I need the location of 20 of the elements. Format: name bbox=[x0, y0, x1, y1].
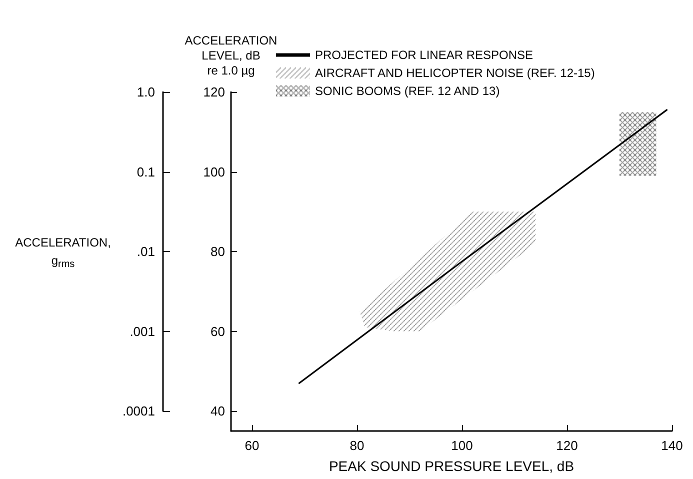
legend-label: SONIC BOOMS (REF. 12 AND 13) bbox=[315, 84, 500, 98]
y2-tick-label: .01 bbox=[136, 244, 155, 260]
y-axis-title: ACCELERATION LEVEL, dB re 1.0 µg bbox=[184, 34, 278, 78]
y-tick-label: 40 bbox=[210, 404, 225, 419]
x-tick-label: 100 bbox=[451, 438, 473, 453]
legend-label: PROJECTED FOR LINEAR RESPONSE bbox=[315, 48, 534, 62]
legend-label: AIRCRAFT AND HELICOPTER NOISE (REF. 12-15) bbox=[315, 66, 595, 80]
y-tick-label: 60 bbox=[210, 324, 225, 339]
y-tick-label: 80 bbox=[210, 244, 225, 260]
y-tick-label: 120 bbox=[203, 84, 225, 100]
x-tick-label: 120 bbox=[556, 438, 578, 453]
y2-tick-label: .001 bbox=[130, 324, 155, 339]
y2-tick-label: .0001 bbox=[122, 404, 155, 419]
y-tick-label: 100 bbox=[203, 164, 225, 180]
x-tick-label: 140 bbox=[661, 438, 683, 453]
x-tick-label: 60 bbox=[244, 438, 260, 453]
x-tick-label: 80 bbox=[350, 438, 364, 453]
x-axis-title: PEAK SOUND PRESSURE LEVEL, dB bbox=[328, 458, 574, 474]
y2-tick-label: 1.0 bbox=[136, 84, 155, 100]
y2-tick-label: 0.1 bbox=[136, 164, 155, 180]
